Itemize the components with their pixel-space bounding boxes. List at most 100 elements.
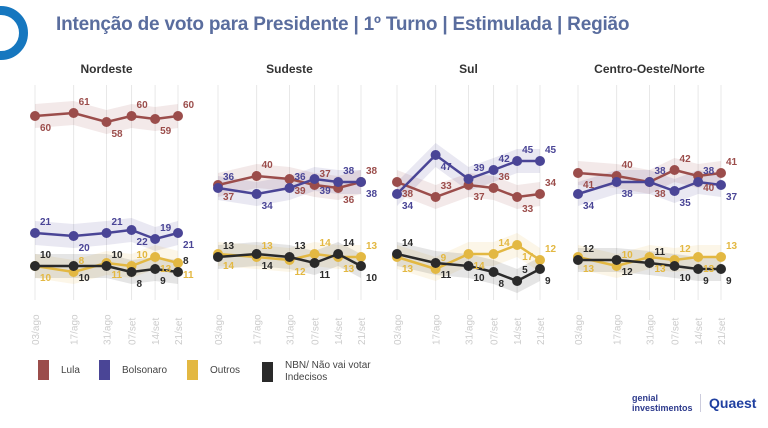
data-point [573, 168, 583, 178]
data-point [430, 150, 441, 160]
data-label: 39 [295, 186, 307, 197]
data-point [512, 192, 523, 202]
panel-title: Sul [459, 62, 478, 76]
x-tick-label: 07/set [490, 318, 501, 345]
data-label: 13 [655, 264, 667, 275]
data-label: 33 [441, 181, 453, 192]
data-label: 11 [320, 270, 331, 281]
data-point [30, 261, 40, 271]
data-label: 40 [703, 183, 715, 194]
data-label: 14 [343, 238, 355, 249]
x-tick-label: 14/set [334, 318, 345, 345]
data-label: 35 [680, 198, 692, 209]
data-label: 13 [262, 241, 274, 252]
data-label: 12 [295, 267, 307, 278]
data-label: 10 [622, 250, 634, 261]
x-tick-label: 03/ago [31, 314, 42, 345]
data-point [284, 183, 295, 193]
data-label: 8 [183, 256, 189, 267]
legend-swatch [262, 362, 273, 382]
data-point [333, 177, 344, 187]
data-label: 9 [545, 276, 551, 287]
data-label: 39 [320, 186, 332, 197]
data-point [126, 267, 137, 277]
data-point [644, 177, 655, 187]
data-point [68, 261, 79, 271]
legend-label: Lula [61, 364, 80, 376]
data-label: 14 [402, 238, 414, 249]
data-label: 14 [474, 261, 486, 272]
data-label: 13 [583, 264, 595, 275]
x-tick-label: 17/ago [253, 314, 264, 345]
data-label: 8 [499, 279, 505, 290]
panel-title: Centro-Oeste/Norte [594, 62, 705, 76]
data-point [284, 174, 295, 184]
data-point [251, 189, 262, 199]
data-point [693, 177, 704, 187]
data-point [611, 177, 622, 187]
logo-divider [700, 394, 701, 412]
data-label: 39 [474, 163, 486, 174]
data-label: 9 [160, 276, 166, 287]
data-point [356, 177, 366, 187]
x-tick-label: 14/set [151, 318, 162, 345]
data-point [150, 252, 161, 262]
legend-item-bolsonaro: Bolsonaro [99, 360, 167, 380]
data-label: 9 [703, 276, 709, 287]
x-tick-label: 14/set [513, 318, 524, 345]
data-point [173, 258, 183, 268]
data-label: 21 [183, 240, 195, 251]
data-point [101, 117, 112, 127]
data-label: 11 [183, 270, 194, 281]
data-label: 12 [583, 244, 595, 255]
data-point [68, 231, 79, 241]
data-label: 10 [137, 250, 149, 261]
x-tick-label: 17/ago [613, 314, 624, 345]
x-tick-label: 17/ago [70, 314, 81, 345]
data-label: 8 [137, 279, 143, 290]
panel-title: Sudeste [266, 62, 313, 76]
data-point [213, 183, 223, 193]
legend-label: Outros [210, 364, 241, 376]
data-point [669, 261, 680, 271]
data-point [716, 264, 726, 274]
data-label: 41 [726, 157, 738, 168]
panel-centro-oeste-norte: Centro-Oeste/Norte 03/ago 17/ago 31/ago 07/s… [573, 62, 738, 345]
data-label: 12 [622, 267, 634, 278]
data-label: 38 [655, 166, 667, 177]
data-label: 13 [402, 264, 414, 275]
data-label: 34 [262, 201, 274, 212]
data-label: 22 [137, 237, 149, 248]
data-label: 11 [112, 270, 123, 281]
legend-item-outros: Outros [187, 360, 240, 380]
panel-title: Nordeste [80, 62, 132, 76]
data-point [150, 234, 161, 244]
data-point [463, 249, 474, 259]
x-tick-label: 31/ago [286, 314, 297, 345]
genial-logo: genial investimentos [632, 393, 693, 413]
data-point [693, 264, 704, 274]
data-label: 36 [295, 172, 307, 183]
data-label: 10 [112, 250, 124, 261]
data-label: 10 [474, 273, 486, 284]
data-label: 13 [726, 241, 738, 252]
data-point [173, 267, 183, 277]
data-label: 14 [499, 238, 511, 249]
data-point [251, 249, 262, 259]
data-label: 33 [522, 204, 534, 215]
data-label: 13 [366, 241, 378, 252]
data-point [213, 252, 223, 262]
data-point [30, 228, 40, 238]
data-label: 38 [402, 189, 414, 200]
x-tick-label: 07/set [671, 318, 682, 345]
data-label: 14 [320, 238, 332, 249]
data-label: 37 [223, 192, 235, 203]
data-label: 36 [223, 172, 235, 183]
data-point [488, 183, 499, 193]
data-point [309, 174, 320, 184]
data-label: 13 [295, 241, 307, 252]
data-point [535, 255, 545, 265]
data-point [126, 111, 137, 121]
x-tick-label: 21/set [717, 318, 728, 345]
data-label: 37 [474, 192, 486, 203]
